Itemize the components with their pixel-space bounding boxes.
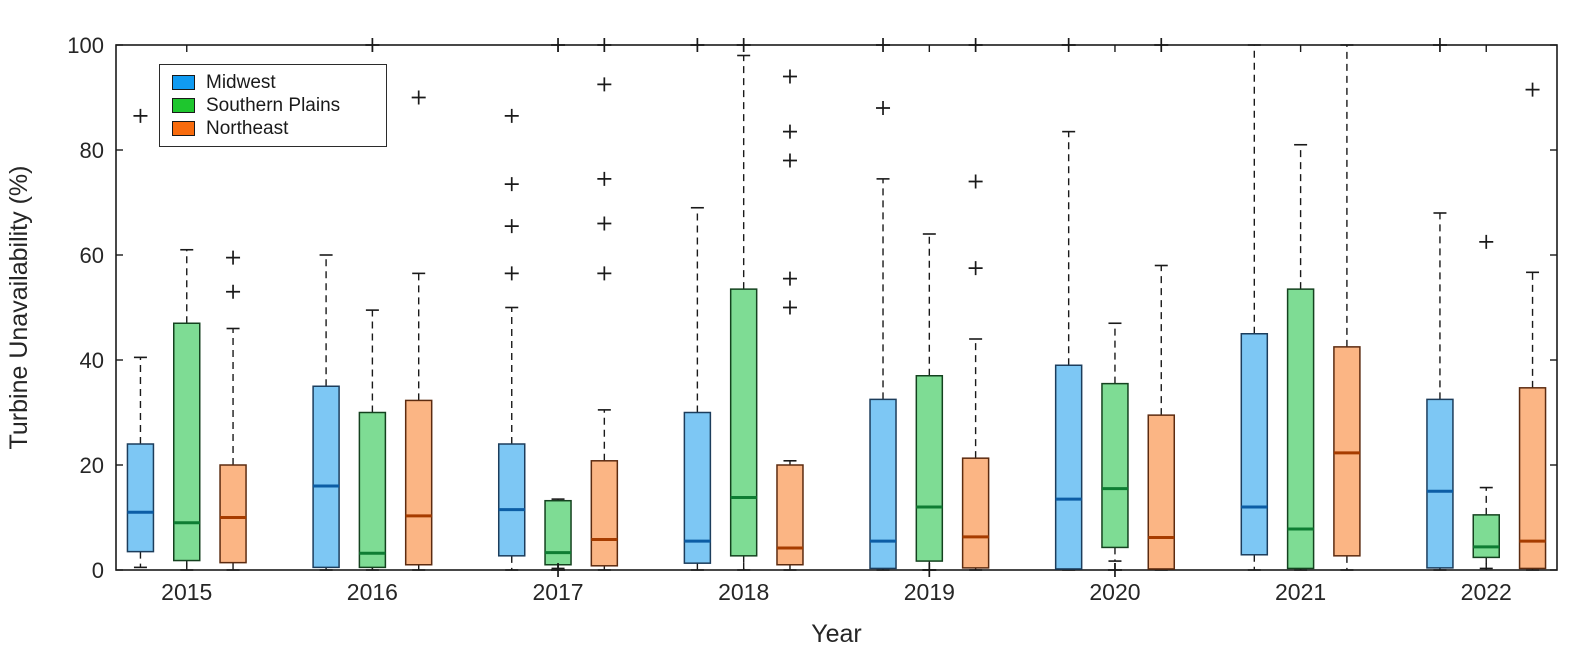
outlier-marker bbox=[411, 90, 426, 105]
outlier-marker bbox=[1154, 38, 1169, 52]
x-tick-label: 2020 bbox=[1089, 579, 1140, 605]
box-southern-plains-2020 bbox=[1101, 382, 1129, 549]
box-midwest-2017 bbox=[497, 443, 526, 557]
outlier-marker bbox=[876, 38, 891, 52]
outlier-marker bbox=[551, 38, 566, 52]
box-northeast-2021 bbox=[1333, 346, 1361, 557]
outlier-marker bbox=[1061, 38, 1076, 52]
outlier-marker bbox=[782, 271, 797, 286]
northeast-swatch-icon bbox=[172, 121, 195, 136]
y-tick-label: 100 bbox=[67, 33, 104, 58]
outlier-marker bbox=[782, 69, 797, 84]
outlier-marker bbox=[597, 77, 612, 92]
outlier-marker bbox=[504, 177, 519, 192]
axes-frame bbox=[115, 44, 1558, 571]
outlier-marker bbox=[968, 261, 983, 276]
legend-label-northeast: Northeast bbox=[206, 118, 289, 139]
outlier-marker bbox=[968, 38, 983, 52]
outlier-marker bbox=[922, 563, 937, 577]
box-northeast-2022 bbox=[1518, 387, 1547, 570]
legend-item-northeast: Northeast bbox=[172, 118, 376, 139]
y-tick-label: 60 bbox=[80, 243, 104, 268]
box-northeast-2015 bbox=[219, 464, 247, 564]
y-tick-label: 80 bbox=[80, 138, 104, 163]
box-midwest-2020 bbox=[1054, 364, 1083, 570]
box-midwest-2021 bbox=[1240, 333, 1269, 556]
box-northeast-2018 bbox=[776, 464, 804, 566]
outlier-marker bbox=[597, 38, 612, 52]
outlier-marker bbox=[782, 300, 797, 315]
x-tick-label: 2021 bbox=[1275, 579, 1326, 605]
box-southern-plains-2018 bbox=[729, 288, 758, 557]
legend-item-midwest: Midwest bbox=[172, 72, 376, 93]
outlier-marker bbox=[551, 563, 566, 577]
outlier-marker bbox=[1107, 563, 1122, 577]
y-tick-label: 0 bbox=[92, 558, 104, 583]
x-tick-label: 2015 bbox=[161, 579, 212, 605]
box-midwest-2016 bbox=[312, 385, 340, 569]
y-tick-label: 20 bbox=[80, 453, 104, 478]
outlier-marker bbox=[1525, 82, 1540, 97]
box-southern-plains-2015 bbox=[173, 322, 201, 562]
box-northeast-2016 bbox=[404, 399, 433, 566]
x-axis-title: Year bbox=[811, 620, 862, 648]
midwest-swatch-icon bbox=[172, 75, 195, 90]
box-midwest-2019 bbox=[869, 398, 897, 570]
outlier-marker bbox=[365, 38, 380, 52]
outlier-marker bbox=[1432, 38, 1447, 52]
outlier-marker bbox=[504, 219, 519, 234]
outlier-marker bbox=[597, 216, 612, 231]
x-tick-label: 2019 bbox=[904, 579, 955, 605]
outlier-marker bbox=[690, 38, 705, 52]
box-northeast-2017 bbox=[590, 460, 619, 567]
box-northeast-2019 bbox=[961, 457, 990, 569]
legend-label-southern-plains: Southern Plains bbox=[206, 95, 341, 116]
outlier-marker bbox=[782, 124, 797, 139]
outlier-marker bbox=[504, 266, 519, 281]
box-southern-plains-2016 bbox=[358, 411, 387, 569]
box-northeast-2020 bbox=[1147, 414, 1176, 570]
outlier-marker bbox=[226, 250, 241, 265]
y-axis-title: Turbine Unavailability (%) bbox=[5, 166, 33, 450]
box-midwest-2018 bbox=[683, 411, 712, 564]
outlier-marker bbox=[876, 101, 891, 115]
x-tick-label: 2022 bbox=[1461, 579, 1512, 605]
legend-item-southern-plains: Southern Plains bbox=[172, 95, 376, 116]
outlier-marker bbox=[968, 174, 983, 189]
outlier-marker bbox=[504, 108, 519, 123]
box-midwest-2015 bbox=[126, 443, 155, 553]
y-tick-label: 40 bbox=[80, 348, 104, 373]
legend-label-midwest: Midwest bbox=[206, 72, 276, 93]
outlier-marker bbox=[782, 153, 797, 168]
legend: Midwest Southern Plains Northeast bbox=[159, 64, 387, 147]
outlier-marker bbox=[597, 266, 612, 281]
x-tick-label: 2016 bbox=[347, 579, 398, 605]
outlier-marker bbox=[736, 38, 751, 52]
southern-plains-swatch-icon bbox=[172, 98, 195, 113]
outlier-marker bbox=[1479, 234, 1494, 249]
box-southern-plains-2017 bbox=[544, 499, 572, 566]
box-southern-plains-2022 bbox=[1472, 514, 1500, 559]
outlier-marker bbox=[597, 171, 612, 186]
box-southern-plains-2019 bbox=[915, 375, 944, 562]
box-southern-plains-2021 bbox=[1286, 288, 1315, 570]
x-tick-label: 2017 bbox=[532, 579, 583, 605]
x-tick-label: 2018 bbox=[718, 579, 769, 605]
outlier-marker bbox=[226, 284, 241, 299]
outlier-marker bbox=[133, 108, 148, 123]
box-midwest-2022 bbox=[1426, 398, 1454, 569]
